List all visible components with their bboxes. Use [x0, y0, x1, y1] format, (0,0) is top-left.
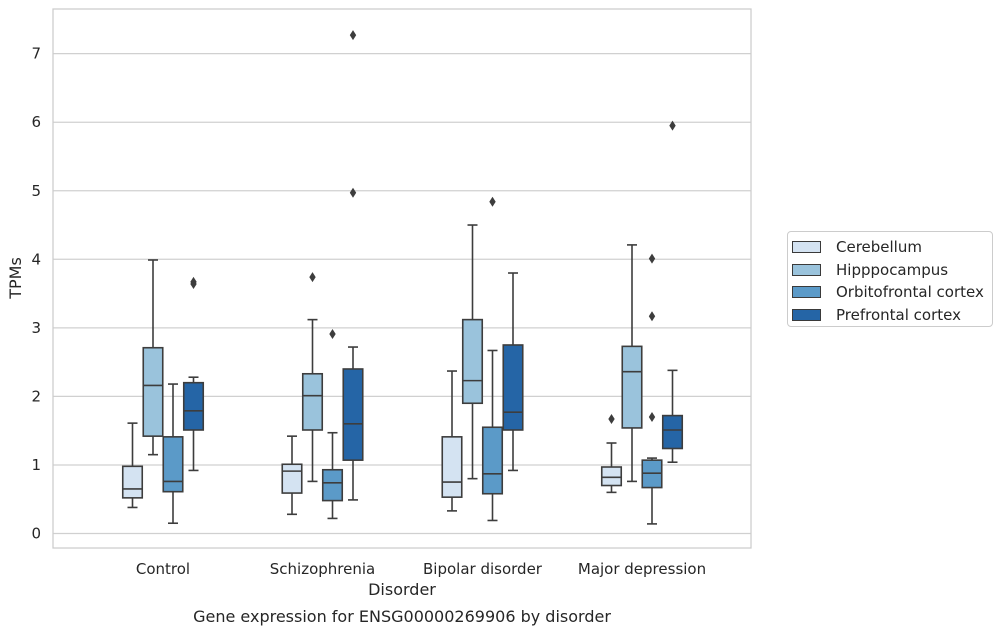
legend-swatch: [792, 241, 821, 254]
box-iqr: [182, 381, 205, 431]
legend-item: Prefrontal cortex: [788, 304, 992, 327]
box-series: [121, 30, 684, 525]
box-iqr: [121, 465, 144, 499]
box-prefrontal-cortex: [661, 120, 684, 464]
outlier-point: [669, 120, 676, 131]
legend-label: Orbitofrontal cortex: [836, 283, 984, 302]
box-iqr: [321, 468, 344, 502]
box-iqr: [301, 372, 324, 431]
box-orbitofrontal-cortex: [321, 329, 344, 520]
box-hipppocampus: [142, 259, 164, 456]
legend-swatch: [792, 263, 821, 276]
chart-title: Gene expression for ENSG00000269906 by d…: [193, 607, 611, 626]
box-iqr: [162, 436, 184, 493]
box-iqr: [142, 346, 164, 437]
y-tick-label: 2: [31, 387, 41, 405]
x-tick-labels: Control Schizophrenia Bipolar disorder Majo…: [136, 560, 706, 578]
box-iqr: [661, 414, 684, 450]
box-iqr: [502, 344, 524, 431]
legend-label: Prefrontal cortex: [836, 305, 961, 324]
box-orbitofrontal-cortex: [481, 196, 504, 522]
outlier-point: [190, 276, 197, 287]
x-tick-label: Bipolar disorder: [423, 560, 543, 578]
box-iqr: [441, 436, 463, 498]
legend-label: Cerebellum: [836, 238, 922, 257]
box-iqr: [600, 466, 623, 487]
box-cerebellum: [441, 370, 463, 512]
outlier-point: [648, 253, 656, 264]
y-tick-label: 6: [31, 113, 41, 131]
x-tick-label: Control: [136, 560, 190, 578]
y-axis-label: TPMs: [6, 257, 25, 300]
box-prefrontal-cortex: [342, 30, 364, 501]
box-hipppocampus: [461, 224, 484, 480]
outlier-point: [349, 30, 357, 41]
legend-swatch: [792, 286, 821, 299]
box-prefrontal-cortex: [182, 276, 205, 472]
outlier-point: [329, 329, 336, 340]
box-orbitofrontal-cortex: [641, 253, 663, 525]
outlier-point: [608, 414, 615, 425]
outlier-point: [489, 196, 496, 207]
y-tick-label: 1: [31, 456, 41, 474]
box-cerebellum: [281, 435, 303, 516]
box-hipppocampus: [621, 244, 643, 483]
y-tick-label: 5: [31, 182, 41, 200]
box-hipppocampus: [301, 272, 324, 483]
outlier-point: [349, 187, 357, 198]
legend-label: Hipppocampus: [836, 260, 949, 279]
box-cerebellum: [121, 422, 144, 509]
box-prefrontal-cortex: [502, 272, 524, 472]
legend-item: Hipppocampus: [788, 259, 992, 282]
x-axis-label: Disorder: [368, 580, 436, 599]
outlier-point: [648, 311, 656, 322]
y-tick-labels: 0 1 2 3 4 5 6 7: [31, 45, 41, 543]
plot-frame: [52, 8, 752, 549]
box-iqr: [342, 368, 364, 461]
outlier-point: [648, 411, 656, 422]
x-tick-label: Major depression: [578, 560, 706, 578]
outlier-point: [309, 272, 316, 283]
box-cerebellum: [600, 414, 623, 494]
box-iqr: [481, 426, 504, 495]
box-iqr: [281, 463, 303, 494]
box-orbitofrontal-cortex: [162, 383, 184, 525]
legend-item: Cerebellum: [788, 236, 992, 259]
y-tick-label: 3: [31, 319, 41, 337]
box-iqr: [621, 345, 643, 429]
box-iqr: [461, 318, 484, 405]
y-tick-label: 4: [31, 250, 41, 268]
y-tick-label: 7: [31, 45, 41, 63]
legend-swatch: [792, 308, 821, 321]
x-tick-label: Schizophrenia: [270, 560, 375, 578]
legend-item: Orbitofrontal cortex: [788, 281, 992, 304]
y-tick-label: 0: [31, 525, 41, 543]
legend: Cerebellum Hipppocampus Orbitofrontal cort…: [787, 231, 993, 327]
